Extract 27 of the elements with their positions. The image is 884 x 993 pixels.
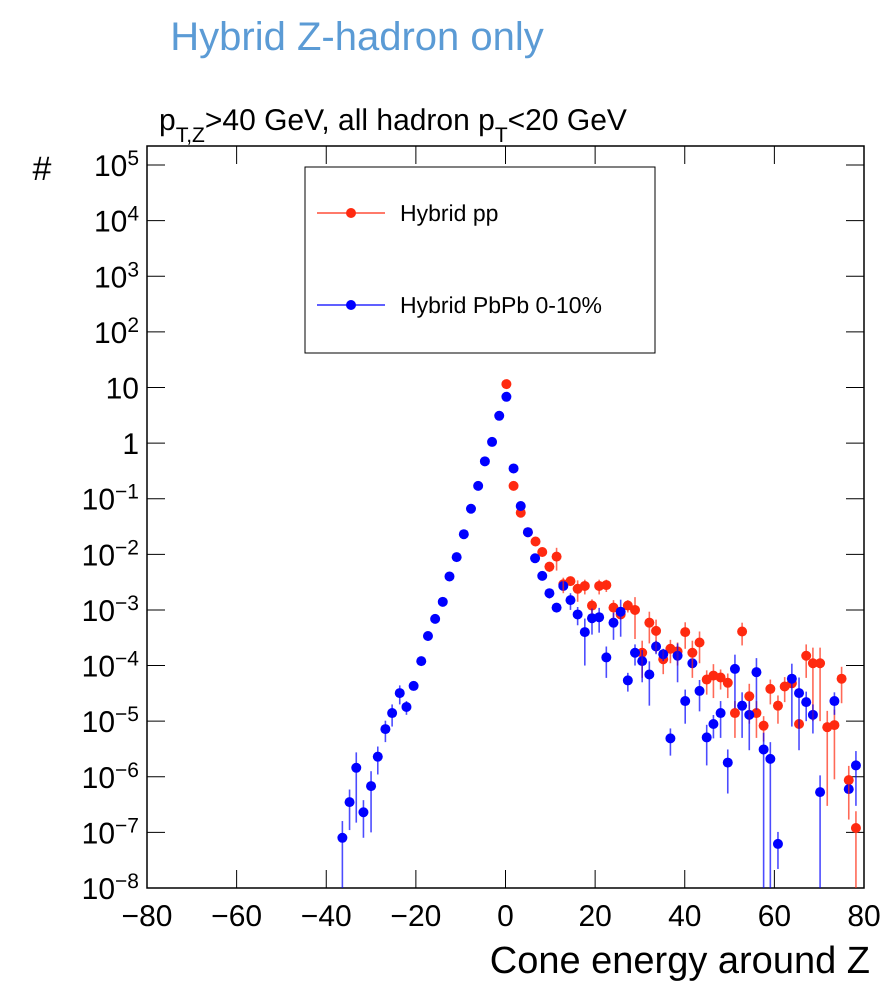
x-tick-label: 0 bbox=[497, 900, 514, 933]
x-tick-label: −40 bbox=[300, 900, 352, 933]
y-tick-label: 10$^{−4}$ bbox=[82, 647, 140, 684]
x-tick-label: −20 bbox=[390, 900, 442, 933]
y-tick-label: 10$^{5}$ bbox=[94, 146, 139, 184]
y-tick-label: 10$^{3}$ bbox=[94, 258, 139, 294]
y-tick-label: 1 bbox=[122, 428, 139, 462]
x-tick-label: 20 bbox=[578, 900, 612, 933]
y-tick-label: 10$^{−1}$ bbox=[82, 480, 139, 517]
x-tick-label: 60 bbox=[758, 900, 792, 933]
x-axis-title: Cone energy around Z bbox=[490, 940, 870, 982]
chart-title: Hybrid Z-hadron only bbox=[170, 15, 544, 59]
y-tick-label: 10$^{4}$ bbox=[94, 202, 140, 239]
legend-label: Hybrid pp bbox=[400, 200, 498, 226]
y-axis-title: # bbox=[32, 150, 52, 188]
y-tick-label: 10$^{−6}$ bbox=[82, 758, 139, 795]
y-tick-label: 10$^{−3}$ bbox=[82, 591, 139, 628]
y-tick-label: 10$^{−5}$ bbox=[82, 702, 139, 740]
x-tick-label: 80 bbox=[847, 900, 881, 933]
x-tick-label: 40 bbox=[668, 900, 702, 933]
y-tick-label: 10$^{−7}$ bbox=[82, 814, 139, 850]
y-tick-label: 10$^{−2}$ bbox=[82, 536, 139, 572]
chart-subtitle: p$_{T,Z}$>40 GeV, all hadron p$_{T}$<20 GeV bbox=[159, 104, 627, 146]
y-tick-label: 10$^{2}$ bbox=[94, 313, 139, 350]
y-tick-label: 10 bbox=[106, 372, 139, 406]
x-tick-label: −60 bbox=[211, 900, 262, 933]
legend-label: Hybrid PbPb 0-10% bbox=[400, 292, 602, 318]
